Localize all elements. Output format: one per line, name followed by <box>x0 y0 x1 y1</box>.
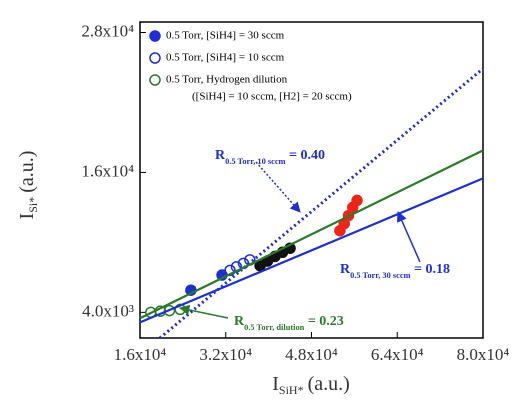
annotation-main: R <box>340 262 351 277</box>
y-axis-label-main: I <box>16 213 38 220</box>
y-axis-label-sub: Si* <box>26 197 40 213</box>
y-axis-label: ISi* (a.u.) <box>16 151 40 220</box>
annotation-sub: 0.5 Torr, 10 sccm <box>225 157 285 166</box>
fit-line <box>139 177 484 324</box>
fit-line <box>139 149 484 320</box>
arrow <box>397 211 421 263</box>
x-tick-label: 1.6x10⁴ <box>114 345 167 364</box>
annotation: R0.5 Torr, 30 sccm = 0.18 <box>340 262 450 280</box>
x-tick-label: 4.8x10⁴ <box>285 345 338 364</box>
annotation-sub: 0.5 Torr, dilution <box>244 323 305 332</box>
legend-label: 0.5 Torr, Hydrogen dilution <box>166 74 288 86</box>
annotation: R0.5 Torr, 10 sccm = 0.40 <box>215 148 325 166</box>
arrow <box>178 304 229 319</box>
legend-label: 0.5 Torr, [SiH4] = 30 sccm <box>166 30 285 42</box>
annotation-main: R <box>234 314 245 329</box>
fit-line <box>158 67 484 340</box>
legend-marker <box>149 74 161 86</box>
x-tick-label: 6.4x10⁴ <box>371 345 424 364</box>
x-axis-label-sub: SiH* <box>279 383 304 397</box>
x-axis-label: ISiH* (a.u.) <box>272 373 350 397</box>
annotation-value: = 0.40 <box>286 148 325 163</box>
annotation-sub: 0.5 Torr, 30 sccm <box>350 271 410 280</box>
annotation: R0.5 Torr, dilution = 0.23 <box>234 314 344 332</box>
point <box>163 304 176 317</box>
x-tick-label: 8.0x10⁴ <box>457 345 510 364</box>
y-tick-label: 2.8x10⁴ <box>81 21 134 40</box>
legend-label: 0.5 Torr, [SiH4] = 10 sccm <box>166 52 285 64</box>
y-axis-unit: (a.u.) <box>16 151 38 193</box>
legend-marker <box>149 52 161 64</box>
x-tick-label: 3.2x10⁴ <box>199 345 252 364</box>
point <box>351 194 363 207</box>
x-axis-label-main: I <box>272 373 279 395</box>
legend-note: ([SiH4] = 10 sccm, [H2] = 20 sccm) <box>192 91 352 103</box>
arrow <box>255 161 301 213</box>
x-axis-unit: (a.u.) <box>308 373 350 395</box>
annotation-main: R <box>215 148 226 163</box>
y-tick-label: 4.0x10³ <box>82 301 134 320</box>
y-tick-label: 1.6x10⁴ <box>81 161 134 180</box>
annotation-value: = 0.23 <box>304 314 343 329</box>
legend-marker <box>149 30 161 42</box>
annotation-value: = 0.18 <box>411 262 450 277</box>
